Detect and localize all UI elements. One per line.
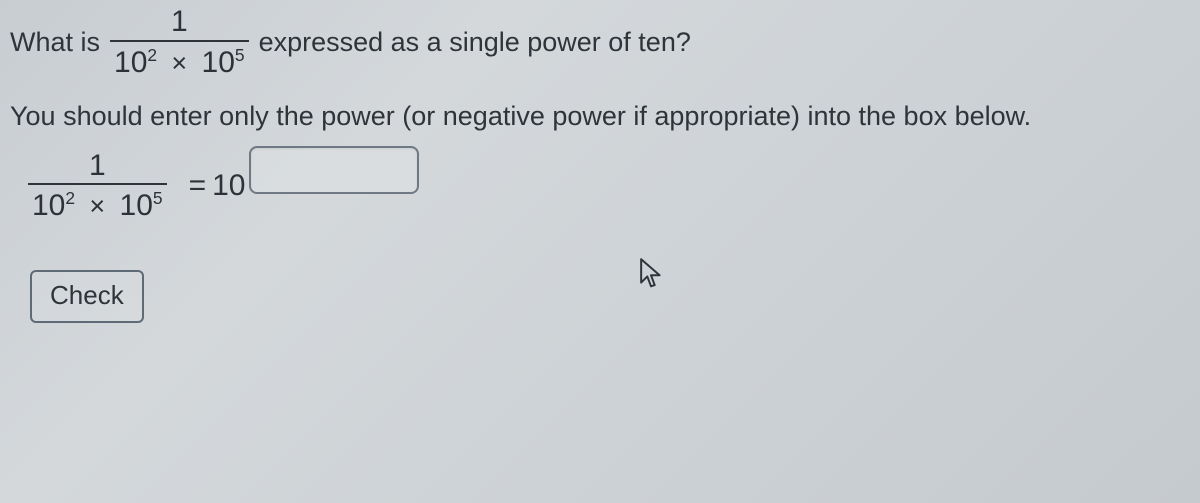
denominator-exp-2: 5 <box>235 45 245 65</box>
denominator-base-2: 10 <box>202 46 235 79</box>
equation-fraction: 1 102 × 105 <box>28 150 167 223</box>
eq-denominator-base-2: 10 <box>120 189 153 222</box>
equals-and-base: = 10 <box>189 169 246 203</box>
check-button-row: Check <box>30 270 1190 323</box>
eq-denominator-exp-2: 5 <box>153 188 163 208</box>
question-line: What is 1 102 × 105 expressed as a singl… <box>10 6 1190 79</box>
denominator-base-1: 10 <box>114 46 147 79</box>
equals-sign: = <box>189 169 207 203</box>
denominator-times: × <box>165 48 193 78</box>
fraction-denominator: 102 × 105 <box>110 42 249 79</box>
eq-fraction-denominator: 102 × 105 <box>28 185 167 222</box>
equation-block: 1 102 × 105 = 10 <box>18 150 1190 223</box>
eq-denominator-exp-1: 2 <box>65 188 75 208</box>
eq-denominator-base-1: 10 <box>32 189 65 222</box>
question-prefix: What is <box>10 27 100 58</box>
instruction-text: You should enter only the power (or nega… <box>10 101 1190 132</box>
result-base: 10 <box>212 169 245 203</box>
question-suffix: expressed as a single power of ten? <box>259 27 691 58</box>
question-fraction: 1 102 × 105 <box>110 6 249 79</box>
eq-fraction-numerator: 1 <box>83 150 112 184</box>
fraction-numerator: 1 <box>165 6 194 40</box>
exponent-input[interactable] <box>249 146 419 194</box>
check-button[interactable]: Check <box>30 270 144 323</box>
eq-denominator-times: × <box>83 191 111 221</box>
denominator-exp-1: 2 <box>147 45 157 65</box>
